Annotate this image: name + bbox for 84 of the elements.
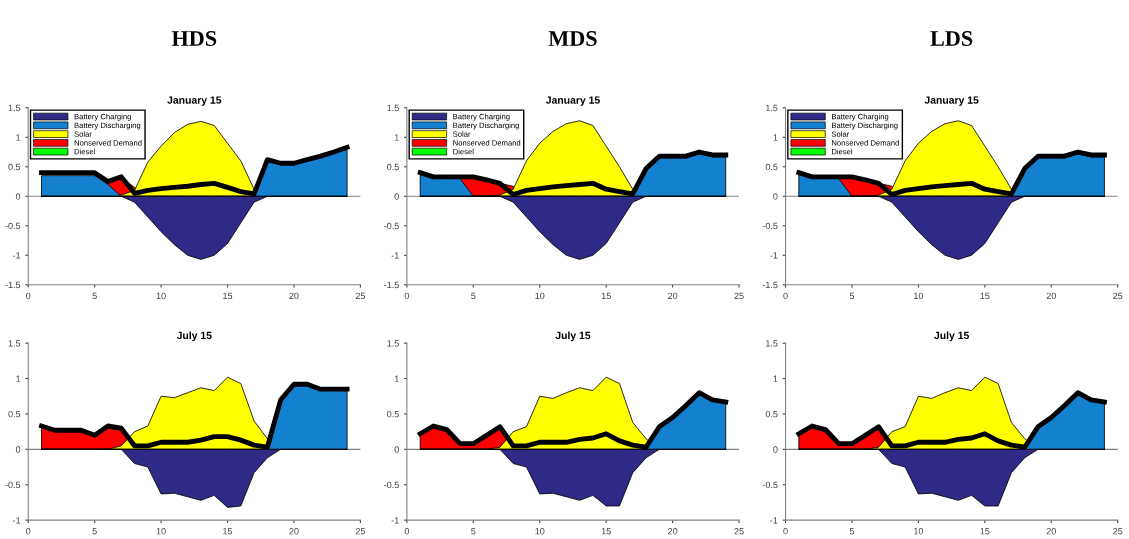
x-tick-label: 15 [601,528,611,535]
y-tick-label: 1 [394,375,399,382]
x-tick-label: 15 [980,528,990,535]
y-tick-label: 0.5 [765,163,778,171]
x-tick-label: 25 [1113,292,1123,300]
x-tick-label: 20 [1046,292,1056,300]
x-tick-label: 20 [289,528,299,535]
y-tick-label: 0 [773,193,778,200]
chart-title: January 15 [545,96,600,106]
y-tick-label: 1 [16,375,21,382]
x-tick-label: 10 [156,528,166,535]
x-tick-label: 10 [156,292,166,300]
x-tick-label: 20 [668,528,678,535]
x-tick-label: 0 [404,528,410,535]
y-tick-label: -1 [391,252,399,259]
x-tick-label: 25 [1113,528,1123,535]
x-tick-label: 5 [849,292,855,300]
chart-title: July 15 [176,331,212,342]
y-tick-label: 0 [394,446,399,453]
y-tick-label: 0 [773,446,778,453]
chart-title: July 15 [555,331,591,342]
x-tick-label: 10 [914,292,924,300]
y-tick-label: -1 [12,517,21,524]
x-tick-label: 15 [223,292,233,300]
x-tick-label: 25 [355,292,366,300]
y-tick-label: 1.5 [387,104,399,112]
text: HDS [171,31,217,46]
x-tick-label: 10 [535,528,545,535]
x-tick-label: 25 [734,528,744,535]
y-tick-label: 1 [16,134,21,141]
x-tick-label: 20 [668,292,678,300]
y-tick-label: 0.5 [8,163,21,171]
y-tick-label: 0 [15,193,21,200]
x-tick-label: 20 [289,292,299,300]
x-tick-label: 5 [92,528,97,535]
y-tick-label: -1 [770,517,778,524]
chart-title: January 15 [167,96,222,106]
x-tick-label: 5 [471,528,476,535]
y-tick-label: 1 [394,134,399,141]
x-tick-label: 0 [26,292,31,300]
x-tick-label: 10 [535,292,545,300]
x-tick-label: 20 [1046,528,1056,535]
x-tick-label: 25 [734,292,744,300]
y-tick-label: 1.5 [8,104,21,112]
y-tick-label: -0.5 [762,481,778,489]
y-tick-label: 0 [15,446,21,453]
chart-title: January 15 [924,96,979,106]
y-tick-label: 1.5 [766,104,778,112]
y-tick-label: 1 [773,375,778,382]
y-tick-label: -0.5 [5,222,21,230]
y-tick-label: 1.5 [766,340,778,347]
y-tick-label: -1.5 [5,281,21,289]
x-tick-label: 5 [471,292,476,300]
chart-title: July 15 [934,331,969,342]
x-tick-label: 10 [914,528,924,535]
x-tick-label: 0 [783,292,788,300]
y-tick-label: 0.5 [765,410,778,418]
y-tick-label: -1.5 [384,281,399,289]
y-tick-label: 0 [394,193,399,200]
x-tick-label: 5 [92,292,97,300]
y-tick-label: -1 [12,252,21,259]
x-tick-label: 5 [849,528,855,535]
y-tick-label: -0.5 [384,222,399,230]
y-tick-label: -0.5 [384,481,399,489]
x-tick-label: 0 [783,528,788,535]
y-tick-label: -0.5 [762,222,778,230]
x-tick-label: 15 [223,528,233,535]
text: MDS [548,31,597,46]
x-tick-label: 15 [980,292,990,300]
y-tick-label: -1.5 [762,281,778,289]
x-tick-label: 0 [26,528,31,535]
y-tick-label: -0.5 [5,481,21,489]
y-tick-label: -1 [391,517,399,524]
x-tick-label: 25 [355,528,366,535]
x-tick-label: 0 [404,292,410,300]
y-tick-label: -1 [770,252,778,259]
y-tick-label: 0.5 [387,410,399,418]
x-tick-label: 15 [601,292,611,300]
text: LDS [930,31,973,46]
y-tick-label: 0.5 [387,163,399,171]
y-tick-label: 1.5 [387,340,399,347]
y-tick-label: 0.5 [8,410,21,418]
y-tick-label: 1.5 [8,340,21,347]
y-tick-label: 1 [773,134,778,141]
